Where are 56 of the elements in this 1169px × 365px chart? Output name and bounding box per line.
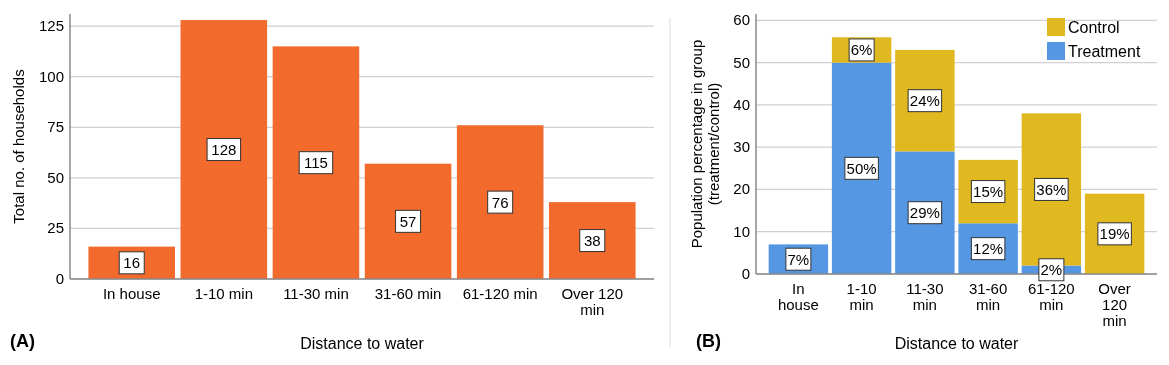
data-label: 29% (909, 204, 940, 222)
bar (180, 20, 268, 279)
data-label: 128 (211, 141, 237, 159)
legend-label: Treatment (1068, 43, 1141, 60)
x-tick-label: 31-60 min (374, 285, 442, 302)
bar (548, 202, 636, 279)
x-tick-label: In house (102, 285, 161, 302)
bar (272, 46, 360, 279)
legend-label: Control (1068, 19, 1120, 36)
bar (831, 62, 892, 274)
y-tick-label: 0 (741, 265, 750, 282)
data-label: 50% (846, 159, 877, 177)
data-label: 16 (123, 254, 141, 272)
y-tick-label: 0 (55, 270, 64, 287)
y-tick-label: 10 (733, 222, 750, 240)
data-label: 57 (399, 212, 417, 230)
data-label: 38 (583, 232, 601, 250)
data-label: 24% (909, 92, 940, 110)
y-tick-label: 50 (47, 168, 64, 186)
data-label: 19% (1099, 225, 1130, 243)
y-axis-title: Population percentage in group (treatment/control) (688, 39, 722, 249)
x-tick-label: 11-30 min (283, 285, 349, 302)
y-tick-label: 40 (733, 95, 750, 113)
data-label: 115 (303, 154, 328, 172)
text: (A) (10, 331, 35, 351)
data-label: 12% (973, 240, 1004, 258)
y-tick-label: 125 (38, 17, 64, 35)
data-label: 7% (787, 250, 810, 268)
x-tick-label: 61-120 min (1028, 280, 1075, 313)
bar (456, 125, 544, 279)
text: (B) (696, 331, 721, 351)
y-tick-label: 20 (733, 180, 750, 198)
data-label: 76 (491, 193, 509, 211)
bar (895, 151, 955, 274)
x-tick-label: Over 120 min (561, 285, 624, 318)
x-tick-label: 11-30 min (906, 280, 944, 313)
x-axis-title: Distance to water (894, 335, 1019, 352)
x-tick-label: 1-10 min (846, 280, 877, 313)
x-tick-label: 31-60 min (968, 280, 1008, 313)
x-tick-label: 61-120 min (462, 285, 538, 302)
x-tick-label: In house (777, 280, 819, 313)
data-label: 2% (1040, 261, 1063, 279)
x-tick-label: 1-10 min (194, 285, 254, 302)
bar (364, 163, 452, 279)
y-tick-label: 100 (38, 67, 64, 85)
y-tick-label: 75 (47, 118, 64, 136)
y-axis-title: Total no. of households (10, 69, 27, 224)
y-tick-label: 50 (733, 53, 750, 71)
x-tick-label: Over 120 min (1098, 280, 1131, 329)
x-axis-title: Distance to water (300, 335, 425, 352)
y-tick-label: 25 (47, 219, 64, 237)
data-label: 36% (1036, 180, 1067, 198)
y-tick-label: 30 (733, 138, 750, 156)
data-label: 15% (973, 183, 1004, 201)
data-label: 6% (850, 41, 873, 59)
y-tick-label: 60 (733, 11, 750, 29)
